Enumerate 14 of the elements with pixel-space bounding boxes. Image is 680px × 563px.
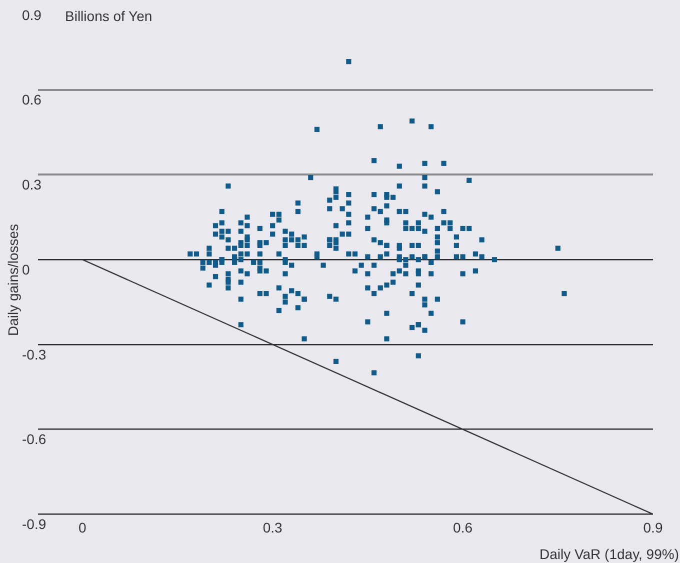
annotation: Billions of Yen [65,8,152,24]
x-axis-title: Daily VaR (1day, 99%) [539,546,679,562]
y-tick-label: 0 [22,261,30,278]
y-axis-title: Daily gains/losses [4,224,21,336]
x-tick-label: 0.6 [453,519,473,536]
y-tick-label: 0.6 [22,92,42,108]
y-tick-label: 0.9 [22,6,42,23]
y-tick-label: -0.3 [22,346,46,362]
x-tick-label: 0.3 [262,519,283,536]
x-tick-label: 0 [78,519,86,536]
y-tick-label: -0.6 [22,431,46,448]
y-tick-label: 0.3 [22,176,42,193]
x-tick-label: 0.9 [643,519,663,536]
y-tick-label: -0.9 [22,516,46,532]
